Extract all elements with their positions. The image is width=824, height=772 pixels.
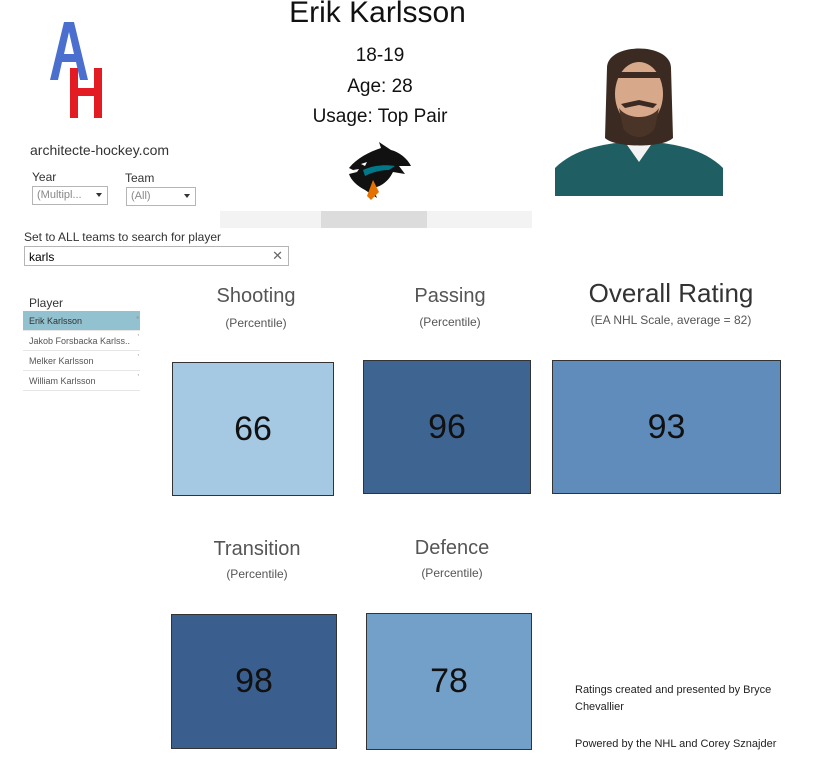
chevron-down-icon [96, 193, 102, 197]
transition-value: 98 [235, 662, 273, 700]
defence-tile: 78 [366, 613, 532, 750]
powered-by-credit: Powered by the NHL and Corey Sznajder [575, 738, 777, 750]
passing-subtitle: (Percentile) [419, 315, 481, 329]
passing-value: 96 [428, 407, 466, 446]
player-name: Jakob Forsbacka Karlss.. [29, 336, 131, 346]
overall-title: Overall Rating [588, 278, 754, 308]
player-name: William Karlsson [29, 376, 96, 386]
player-name: Erik Karlsson [29, 316, 83, 326]
shooting-title: Shooting [216, 285, 296, 307]
transition-tile: 98 [171, 614, 337, 749]
shooting-value: 66 [234, 409, 272, 448]
year-dropdown-value: (Multipl... [37, 189, 82, 201]
passing-tile: 96 [363, 360, 531, 494]
player-list: Erik Karlsson ▪ Jakob Forsbacka Karlss..… [23, 311, 140, 391]
player-name: Melker Karlsson [29, 356, 94, 366]
chevron-down-icon [184, 194, 190, 198]
passing-title: Passing [414, 285, 486, 307]
team-dropdown[interactable]: (All) [126, 187, 196, 206]
player-photo [555, 28, 723, 196]
defence-value: 78 [430, 662, 468, 700]
team-filter-label: Team [125, 171, 155, 185]
team-dropdown-value: (All) [131, 190, 151, 202]
player-usage: Usage: Top Pair [312, 106, 448, 127]
season: 18-19 [355, 45, 405, 66]
year-filter-label: Year [32, 170, 57, 184]
player-age: Age: 28 [347, 76, 413, 97]
list-item[interactable]: Melker Karlsson ' [23, 351, 140, 371]
shooting-tile: 66 [172, 362, 334, 496]
overall-tile: 93 [552, 360, 781, 494]
transition-title: Transition [213, 538, 301, 560]
list-item[interactable]: William Karlsson ' [23, 371, 140, 391]
year-dropdown[interactable]: (Multipl... [32, 186, 108, 205]
shooting-subtitle: (Percentile) [225, 316, 287, 330]
overall-value: 93 [647, 407, 686, 446]
team-logo [343, 140, 415, 204]
list-item[interactable]: Jakob Forsbacka Karlss.. ' [23, 331, 140, 351]
scrollbar-thumb[interactable] [321, 211, 427, 228]
player-search-input[interactable]: karls ✕ [24, 246, 289, 266]
defence-subtitle: (Percentile) [421, 566, 483, 580]
selected-marker-icon: ▪ [136, 313, 139, 322]
overall-subtitle: (EA NHL Scale, average = 82) [590, 313, 752, 327]
defence-title: Defence [414, 537, 490, 559]
item-marker-icon: ' [137, 353, 139, 362]
list-item[interactable]: Erik Karlsson ▪ [23, 311, 140, 331]
search-value: karls [29, 250, 55, 264]
ratings-credit: Ratings created and presented by Bryce C… [575, 684, 772, 713]
item-marker-icon: ' [137, 373, 139, 382]
search-hint: Set to ALL teams to search for player [24, 230, 221, 244]
horizontal-scrollbar[interactable] [220, 211, 532, 228]
item-marker-icon: ' [137, 333, 139, 342]
player-title: Erik Karlsson [289, 0, 466, 29]
player-list-header: Player [29, 296, 64, 310]
architecte-hockey-logo [44, 18, 114, 122]
clear-icon[interactable]: ✕ [272, 248, 283, 263]
site-url[interactable]: architecte-hockey.com [30, 142, 170, 158]
transition-subtitle: (Percentile) [226, 567, 288, 581]
